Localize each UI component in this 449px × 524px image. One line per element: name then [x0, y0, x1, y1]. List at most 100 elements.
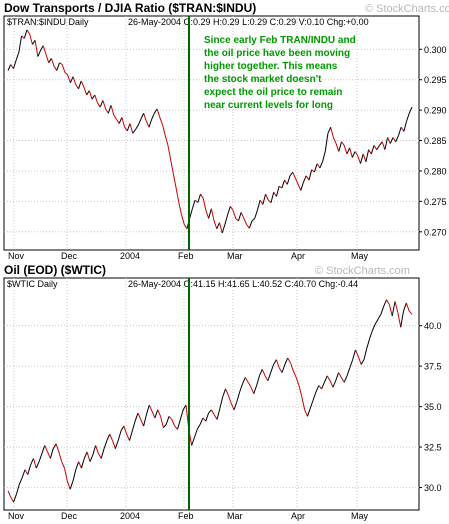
line-segment	[123, 425, 128, 435]
y-tick-label: 32.5	[424, 443, 442, 453]
chart1-annotation: Since early Feb TRAN/INDU and the oil pr…	[204, 35, 356, 111]
line-segment	[140, 112, 145, 120]
line-segment	[349, 147, 353, 158]
line-segment	[304, 409, 308, 417]
x-tick-label: Apr	[291, 511, 305, 521]
line-segment	[300, 181, 305, 191]
line-segment	[88, 90, 93, 100]
line-segment	[175, 187, 180, 203]
line-segment	[58, 451, 63, 462]
y-tick-label: 0.285	[424, 136, 447, 146]
line-segment	[315, 385, 320, 393]
x-tick-label: Feb	[178, 511, 194, 521]
line-segment	[392, 137, 397, 143]
x-tick-label: May	[351, 511, 369, 521]
line-segment	[237, 212, 242, 221]
line-segment	[44, 445, 49, 453]
line-segment	[351, 151, 356, 158]
line-segment	[400, 126, 405, 132]
x-tick-label: Feb	[178, 251, 194, 261]
line-segment	[120, 425, 125, 432]
line-segment	[261, 369, 266, 377]
line-segment	[376, 145, 380, 150]
line-segment	[335, 143, 340, 152]
line-segment	[210, 409, 215, 415]
chart2-y-axis: 30.0 32.5 35.0 37.5 40.0	[419, 321, 442, 493]
y-tick-label: 30.0	[424, 483, 442, 493]
line-segment	[406, 113, 410, 122]
line-segment	[371, 323, 376, 331]
line-segment	[97, 453, 102, 459]
line-segment	[151, 411, 156, 419]
line-segment	[281, 364, 286, 373]
line-segment	[86, 451, 91, 462]
line-segment	[384, 137, 389, 150]
line-segment	[340, 377, 345, 383]
line-segment	[56, 62, 60, 71]
line-segment	[346, 367, 351, 376]
line-segment	[267, 199, 272, 203]
line-segment	[369, 330, 373, 339]
line-segment	[50, 58, 55, 67]
line-segment	[311, 169, 315, 173]
line-segment	[10, 64, 14, 70]
line-segment	[121, 117, 126, 128]
line-segment	[210, 208, 215, 221]
line-segment	[275, 359, 280, 368]
line-segment	[100, 448, 105, 459]
line-segment	[21, 469, 26, 479]
line-segment	[281, 179, 286, 189]
line-segment	[262, 193, 267, 205]
line-segment	[397, 312, 402, 328]
line-segment	[343, 375, 348, 383]
x-tick-label: May	[351, 251, 369, 261]
line-segment	[92, 445, 97, 456]
line-segment	[131, 421, 136, 432]
line-segment	[31, 39, 36, 45]
line-segment	[301, 396, 306, 410]
line-segment	[196, 424, 201, 430]
line-segment	[381, 141, 386, 150]
line-segment	[12, 60, 17, 69]
line-segment	[197, 193, 201, 203]
line-segment	[78, 461, 82, 469]
line-segment	[61, 64, 66, 73]
line-segment	[107, 105, 112, 114]
line-segment	[400, 310, 405, 328]
line-segment	[182, 404, 187, 411]
line-segment	[270, 192, 275, 203]
line-segment	[225, 388, 229, 396]
line-segment	[305, 175, 310, 181]
x-tick-label: Dec	[61, 251, 78, 261]
line-segment	[137, 412, 142, 420]
line-segment	[23, 29, 28, 39]
line-segment	[289, 171, 294, 177]
line-segment	[26, 29, 31, 35]
line-segment	[264, 375, 269, 381]
y-tick-label: 0.275	[424, 197, 447, 207]
y-tick-label: 37.5	[424, 362, 442, 372]
line-segment	[110, 105, 115, 116]
line-segment	[244, 377, 249, 383]
line-segment	[193, 429, 198, 438]
line-segment	[202, 198, 207, 211]
x-tick-label: Apr	[291, 251, 305, 261]
line-segment	[172, 173, 177, 189]
x-tick-label: Dec	[61, 511, 78, 521]
line-segment	[137, 119, 142, 126]
line-segment	[387, 137, 391, 144]
line-segment	[148, 404, 153, 412]
line-segment	[83, 451, 88, 459]
line-segment	[94, 94, 98, 103]
line-segment	[134, 412, 139, 422]
line-segment	[250, 386, 255, 394]
line-segment	[216, 408, 221, 420]
line-segment	[359, 153, 364, 164]
line-segment	[67, 74, 71, 83]
line-segment	[177, 419, 181, 430]
line-segment	[383, 299, 388, 307]
y-tick-label: 40.0	[424, 321, 442, 331]
line-segment	[91, 94, 96, 100]
line-segment	[341, 141, 345, 146]
